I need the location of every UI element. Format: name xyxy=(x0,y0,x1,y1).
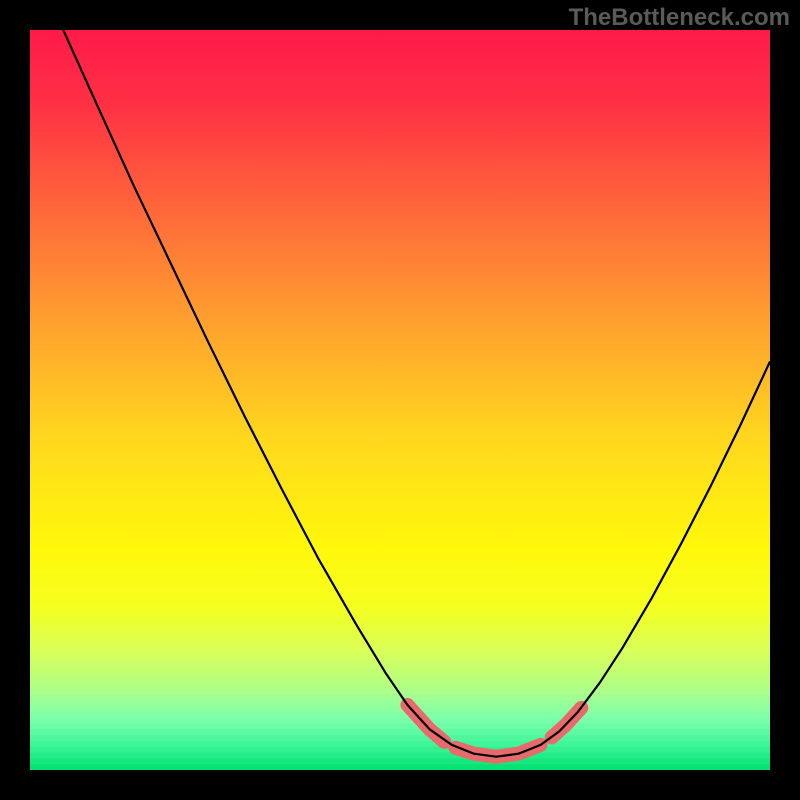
chart-svg xyxy=(30,30,770,770)
watermark-text: TheBottleneck.com xyxy=(569,4,790,32)
plot-area xyxy=(30,30,770,770)
gradient-bands xyxy=(30,607,770,770)
chart-container: TheBottleneck.com xyxy=(0,0,800,800)
